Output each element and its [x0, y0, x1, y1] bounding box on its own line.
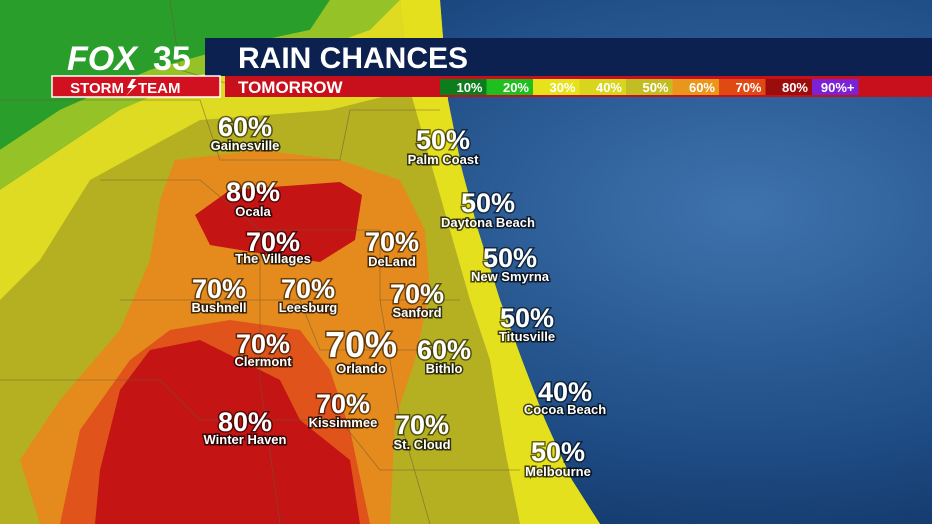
legend: 10% 20% 30% 40% 50% 60% 70% 80% 90%+ — [440, 79, 859, 95]
city-name: Leesburg — [279, 300, 338, 315]
city-name: St. Cloud — [393, 437, 450, 452]
city-chance: 50% — [416, 125, 470, 155]
title-bar — [205, 38, 932, 76]
legend-swatch — [672, 79, 719, 95]
city-name: DeLand — [368, 254, 416, 269]
legend-swatch — [765, 79, 812, 95]
legend-label: 20% — [503, 80, 529, 95]
team-badge — [51, 75, 221, 98]
legend-label: 10% — [456, 80, 482, 95]
city-chance: 70% — [281, 274, 335, 304]
city-chance: 50% — [483, 243, 537, 273]
legend-swatch — [719, 79, 766, 95]
city-name: Bushnell — [192, 300, 247, 315]
city-name: Sanford — [392, 305, 441, 320]
city-name: Clermont — [234, 354, 292, 369]
city-chance: 70% — [192, 274, 246, 304]
city-chance: 70% — [316, 389, 370, 419]
red-zone — [95, 340, 360, 524]
legend-swatch — [579, 79, 626, 95]
legend-swatch — [533, 79, 580, 95]
legend-label: 40% — [596, 80, 622, 95]
city-name: Palm Coast — [408, 152, 479, 167]
coastal-zone — [400, 0, 600, 524]
logo-team-left: STORM — [70, 80, 124, 97]
logo-channel: 35 — [153, 40, 191, 78]
city-chance: 70% — [246, 227, 300, 257]
city-name: Titusville — [499, 329, 555, 344]
county-lines — [0, 0, 520, 524]
city-name: Orlando — [336, 361, 386, 376]
city-chance: 50% — [500, 303, 554, 333]
legend-label: 90%+ — [821, 80, 855, 95]
city-chance: 80% — [226, 177, 280, 207]
city-name: Gainesville — [211, 138, 280, 153]
legend-label: 80% — [782, 80, 808, 95]
city-chance: 70% — [236, 329, 290, 359]
subtitle: TOMORROW — [238, 78, 343, 97]
legend-label: 70% — [735, 80, 761, 95]
city-chance: 70% — [365, 227, 419, 257]
city-name: Winter Haven — [204, 432, 287, 447]
city-name: Cocoa Beach — [524, 402, 606, 417]
legend-swatch — [440, 79, 487, 95]
city-name: Bithlo — [426, 361, 463, 376]
city-name: Melbourne — [525, 464, 591, 479]
city-name: Ocala — [235, 204, 271, 219]
title: RAIN CHANCES — [238, 42, 468, 75]
city-chance: 70% — [325, 324, 397, 365]
bolt — [126, 79, 137, 96]
city-chance: 50% — [461, 188, 515, 218]
logo-brand: FOX — [67, 40, 139, 78]
city-chance: 50% — [531, 437, 585, 467]
legend-label: 30% — [549, 80, 575, 95]
city-name: Kissimmee — [309, 415, 378, 430]
green-zone — [0, 0, 330, 150]
legend-label: 50% — [642, 80, 668, 95]
city-chance: 40% — [538, 377, 592, 407]
legend-label: 60% — [689, 80, 715, 95]
red-zone — [195, 182, 362, 262]
city-name: The Villages — [235, 251, 311, 266]
city-chance: 70% — [390, 279, 444, 309]
city-chance: 80% — [218, 407, 272, 437]
legend-swatch — [626, 79, 673, 95]
city-name: Daytona Beach — [441, 215, 535, 230]
logo-team-right: TEAM — [138, 80, 181, 97]
legend-swatch — [812, 79, 859, 95]
city-chance: 60% — [417, 335, 471, 365]
city-chance: 60% — [218, 112, 272, 142]
legend-swatch — [486, 79, 533, 95]
city-chance: 70% — [395, 410, 449, 440]
city-name: New Smyrna — [471, 269, 550, 284]
